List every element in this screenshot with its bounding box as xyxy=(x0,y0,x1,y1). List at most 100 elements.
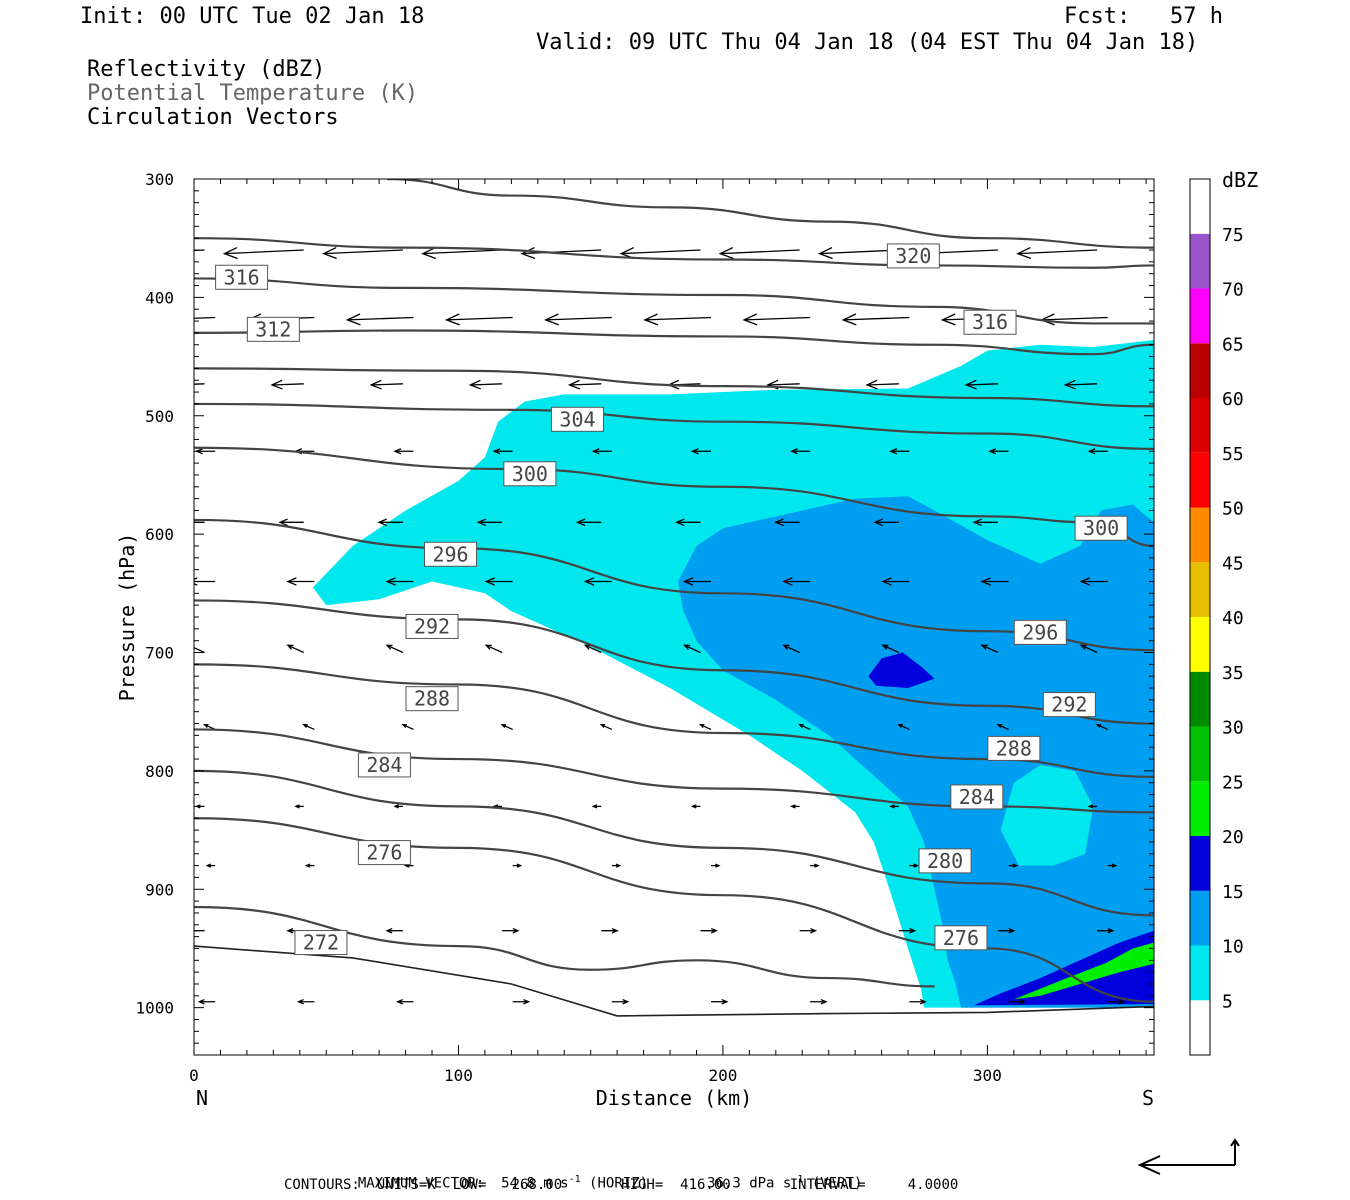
theta-contour-line xyxy=(194,277,1154,325)
theta-label: 320 xyxy=(895,244,931,268)
circulation-vector xyxy=(296,998,315,1005)
circulation-vector xyxy=(345,313,414,326)
colorbar: 5 10 15 20 25 30 35 40 45 50 55 60 65 70 75 xyxy=(1189,178,1244,1056)
theta-label-box xyxy=(405,613,459,639)
circulation-vector xyxy=(294,804,304,809)
circulation-vector xyxy=(881,644,900,654)
circulation-vector xyxy=(700,927,718,934)
circulation-vector xyxy=(286,577,315,586)
theta-label-box xyxy=(357,840,411,866)
y-tick-label: 400 xyxy=(145,288,174,307)
theta-label-box xyxy=(1074,515,1128,541)
theta-label-box xyxy=(963,309,1017,335)
circulation-vector xyxy=(492,448,513,455)
circulation-vector xyxy=(591,448,612,455)
theta-label-box xyxy=(1013,619,1067,645)
colorbar-segment xyxy=(1190,562,1210,617)
theta-label: 300 xyxy=(1083,516,1119,540)
theta-contour-line xyxy=(194,817,1154,1003)
circulation-vector xyxy=(790,448,811,455)
colorbar-segment xyxy=(1190,781,1210,836)
circulation-vector xyxy=(444,313,513,326)
theta-label-box xyxy=(294,930,348,956)
theta-contour-line xyxy=(194,728,1154,814)
circulation-vector xyxy=(502,927,520,934)
circulation-vector xyxy=(711,863,721,868)
max-vector-horiz-exp: -1 xyxy=(568,1174,581,1185)
circulation-vector xyxy=(302,723,315,731)
circulation-vector xyxy=(1097,927,1115,934)
colorbar-level-label: 60 xyxy=(1222,389,1244,410)
circulation-vector xyxy=(1079,644,1098,654)
colorbar-level-label: 10 xyxy=(1222,937,1244,958)
circulation-vector xyxy=(980,577,1009,586)
refl-15dbz-cell xyxy=(868,652,935,688)
circulation-vector xyxy=(1107,863,1118,868)
colorbar-level-label: 40 xyxy=(1222,608,1244,629)
theta-label: 288 xyxy=(414,687,450,711)
theta-label: 296 xyxy=(432,542,468,566)
colorbar-segment xyxy=(1190,890,1210,946)
circulation-vector xyxy=(385,644,404,654)
theta-label: 280 xyxy=(927,849,963,873)
colorbar-segment xyxy=(1190,233,1210,289)
circulation-vector xyxy=(996,723,1009,731)
theta-contour-line xyxy=(194,237,1154,269)
colorbar-level-label: 20 xyxy=(1222,827,1244,848)
theta-label-box xyxy=(424,541,478,567)
x-end-label-south: S xyxy=(1142,1086,1154,1110)
x-tick-label: 0 xyxy=(189,1066,199,1085)
theta-label: 296 xyxy=(1022,620,1058,644)
circulation-vector xyxy=(711,998,729,1005)
circulation-vector xyxy=(997,927,1016,934)
colorbar-level-label: 75 xyxy=(1222,225,1244,246)
circulation-vector xyxy=(889,448,910,455)
colorbar-level-label: 65 xyxy=(1222,334,1244,355)
circulation-vector xyxy=(194,644,205,654)
reference-vector-icon xyxy=(1137,1138,1240,1175)
circulation-vector xyxy=(567,379,602,390)
theta-contour-line xyxy=(194,402,1154,451)
circulation-vector xyxy=(897,723,910,731)
circulation-vector xyxy=(1008,998,1027,1005)
circulation-vector xyxy=(1095,723,1108,731)
circulation-vector xyxy=(718,247,800,260)
colorbar-level-label: 55 xyxy=(1222,444,1244,465)
y-tick-label: 300 xyxy=(145,170,174,189)
x-tick-label: 300 xyxy=(973,1066,1002,1085)
circulation-vector xyxy=(544,313,612,326)
circulation-vector xyxy=(205,863,216,868)
circulation-vector xyxy=(1087,448,1108,455)
theta-label: 292 xyxy=(1051,693,1087,717)
circulation-vector xyxy=(810,863,820,868)
theta-contour-line xyxy=(194,367,1154,408)
circulation-vector xyxy=(194,928,205,933)
refl-15dbz-surface-region xyxy=(974,930,1154,1006)
circulation-vector xyxy=(194,316,216,319)
circulation-vector xyxy=(611,998,630,1005)
max-vector-vert-exp: -1 xyxy=(791,1174,804,1185)
colorbar-segment xyxy=(1190,836,1210,891)
theta-label: 304 xyxy=(559,407,595,431)
circulation-vector xyxy=(197,998,216,1005)
colorbar-level-label: 35 xyxy=(1222,663,1244,684)
circulation-vector xyxy=(1016,247,1098,260)
theta-label: 292 xyxy=(414,614,450,638)
theta-label: 272 xyxy=(303,931,339,955)
circulation-vector xyxy=(841,313,910,326)
circulation-vector xyxy=(798,723,811,731)
circulation-vector xyxy=(742,313,811,326)
circulation-vector xyxy=(782,577,811,586)
circulation-vector xyxy=(377,518,403,527)
theta-label: 312 xyxy=(255,317,291,341)
y-tick-label: 1000 xyxy=(135,999,174,1018)
circulation-vector xyxy=(583,577,612,586)
circulation-vector xyxy=(865,379,899,390)
theta-label-box xyxy=(405,686,459,712)
colorbar-level-label: 5 xyxy=(1222,991,1233,1012)
max-vector-line: MAXIMUM VECTOR: 54.8 m s-1 (HORIZ) 36.3 … xyxy=(341,1158,863,1192)
colorbar-segment xyxy=(1190,179,1210,234)
circulation-vector xyxy=(774,518,800,527)
y-tick-label: 600 xyxy=(145,525,174,544)
circulation-vector xyxy=(194,521,205,523)
